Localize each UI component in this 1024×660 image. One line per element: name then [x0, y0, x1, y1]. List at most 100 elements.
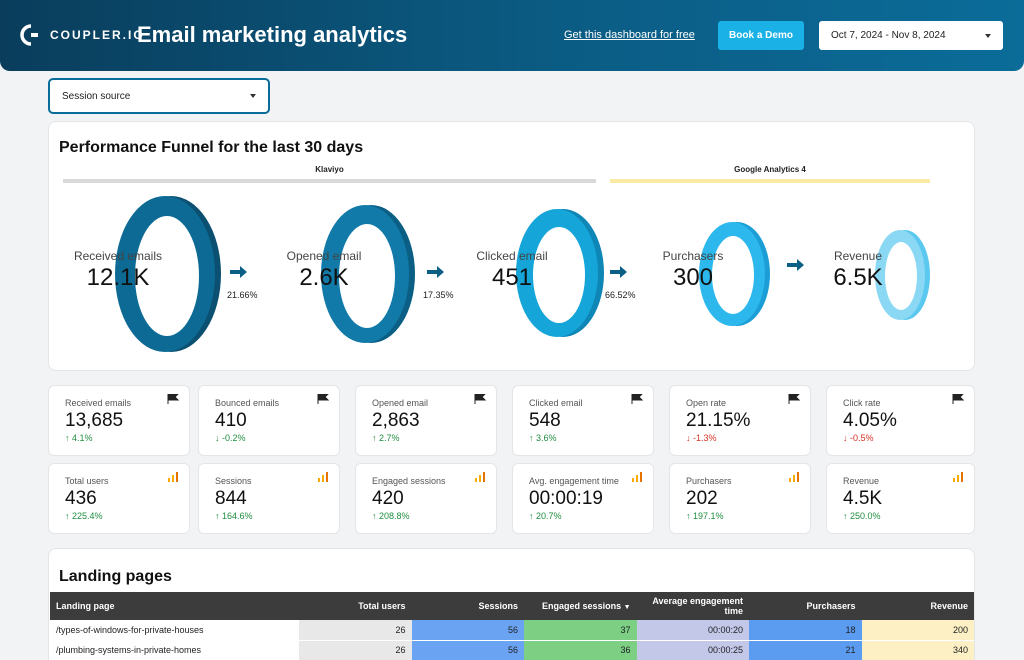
cell-revenue: 200: [861, 620, 974, 641]
kpi-value: 21.15%: [686, 410, 751, 431]
sort-desc-icon: ▼: [623, 604, 631, 611]
stage-value-received: 12.1K: [86, 264, 150, 291]
session-source-select[interactable]: Session source: [48, 78, 270, 114]
kpi-value: 436: [65, 488, 97, 509]
kpi-delta: ↑ 20.7%: [529, 511, 562, 521]
kpi-label: Bounced emails: [215, 398, 280, 408]
stage-label-clicked: Clicked email: [476, 249, 548, 263]
stage-value-clicked: 451: [491, 264, 533, 291]
kpi-label: Received emails: [65, 398, 132, 408]
kpi-card-received-emails: Received emails 13,685 ↑ 4.1%: [48, 385, 190, 456]
flag-icon: [631, 394, 643, 404]
kpi-value: 844: [215, 488, 247, 509]
conversion-rate-2: 17.35%: [423, 290, 454, 300]
landing-pages-title: Landing pages: [59, 568, 172, 585]
cell-revenue: 340: [861, 640, 974, 660]
source-bar-klaviyo: [63, 179, 596, 183]
funnel-ring-revenue: [875, 230, 930, 320]
cell-purchasers: 18: [749, 620, 862, 641]
book-demo-button[interactable]: Book a Demo: [718, 21, 804, 50]
kpi-value: 202: [686, 488, 718, 509]
top-header: COUPLER.IO Email marketing analytics Get…: [0, 0, 1024, 71]
stage-label-revenue: Revenue: [833, 249, 883, 263]
source-label-ga4: Google Analytics 4: [734, 165, 806, 174]
analytics-icon: [632, 472, 642, 482]
flag-icon: [474, 394, 486, 404]
kpi-value: 410: [215, 410, 247, 431]
table-header-row: Landing page Total users Sessions Engage…: [50, 592, 974, 620]
kpi-label: Revenue: [843, 476, 880, 486]
stage-label-opened: Opened email: [286, 249, 362, 263]
table-row: /types-of-windows-for-private-houses 26 …: [50, 620, 974, 641]
analytics-icon: [168, 472, 178, 482]
kpi-value: 420: [372, 488, 404, 509]
kpi-label: Opened email: [372, 398, 429, 408]
flag-icon: [167, 394, 179, 404]
flag-icon: [952, 394, 964, 404]
arrow-right-icon: [427, 266, 444, 278]
arrow-right-icon: [610, 266, 627, 278]
chevron-down-icon: [250, 94, 256, 98]
col-header-avg-engagement-time[interactable]: Average engagement time: [636, 592, 750, 620]
kpi-card-engaged-sessions: Engaged sessions 420 ↑ 208.8%: [355, 463, 497, 534]
analytics-icon: [318, 472, 328, 482]
performance-funnel-card: Performance Funnel for the last 30 days …: [48, 121, 975, 371]
arrow-right-icon: [230, 266, 247, 278]
kpi-label: Open rate: [686, 398, 727, 408]
stage-label-received: Received emails: [73, 249, 163, 263]
page-title: Email marketing analytics: [137, 22, 408, 47]
col-header-engaged-sessions[interactable]: Engaged sessions ▼: [524, 592, 637, 620]
kpi-label: Avg. engagement time: [529, 476, 619, 486]
kpi-card-clicked-email: Clicked email 548 ↑ 3.6%: [512, 385, 654, 456]
date-range-select[interactable]: Oct 7, 2024 - Nov 8, 2024: [819, 21, 1003, 50]
cell-landing-page: /plumbing-systems-in-private-homes: [50, 640, 300, 660]
analytics-icon: [953, 472, 963, 482]
get-dashboard-link[interactable]: Get this dashboard for free: [564, 29, 695, 41]
analytics-icon: [475, 472, 485, 482]
kpi-label: Engaged sessions: [372, 476, 446, 486]
conversion-rate-3: 66.52%: [605, 290, 636, 300]
kpi-card-click-rate: Click rate 4.05% ↓ -0.5%: [826, 385, 975, 456]
session-source-label: Session source: [62, 90, 131, 102]
funnel-ring-opened: [321, 205, 415, 343]
kpi-card-bounced-emails: Bounced emails 410 ↓ -0.2%: [198, 385, 340, 456]
col-header-purchasers[interactable]: Purchasers: [749, 592, 862, 620]
logo-text: COUPLER.IO: [50, 28, 145, 42]
kpi-label: Clicked email: [529, 398, 583, 408]
kpi-value: 13,685: [65, 410, 124, 431]
kpi-value: 548: [529, 410, 561, 431]
source-label-klaviyo: Klaviyo: [315, 165, 344, 174]
kpi-delta: ↓ -0.5%: [843, 433, 874, 443]
kpi-delta: ↑ 208.8%: [372, 511, 410, 521]
flag-icon: [317, 394, 329, 404]
kpi-card-purchasers: Purchasers 202 ↑ 197.1%: [669, 463, 811, 534]
chevron-down-icon: [985, 33, 991, 38]
cell-total-users: 26: [299, 640, 412, 660]
stage-value-opened: 2.6K: [299, 264, 349, 291]
kpi-delta: ↑ 250.0%: [843, 511, 881, 521]
kpi-label: Sessions: [215, 476, 252, 486]
analytics-icon: [789, 472, 799, 482]
date-range-value: Oct 7, 2024 - Nov 8, 2024: [831, 30, 946, 41]
kpi-card-revenue: Revenue 4.5K ↑ 250.0%: [826, 463, 975, 534]
cell-purchasers: 21: [749, 640, 862, 660]
kpi-label: Total users: [65, 476, 109, 486]
col-header-landing-page[interactable]: Landing page: [50, 592, 300, 620]
funnel-ring-received: [115, 196, 221, 352]
stage-label-purchasers: Purchasers: [662, 249, 724, 263]
cell-total-users: 26: [299, 620, 412, 641]
kpi-card-total-users: Total users 436 ↑ 225.4%: [48, 463, 190, 534]
cell-avg-engagement-time: 00:00:25: [636, 640, 750, 660]
col-header-total-users[interactable]: Total users: [299, 592, 412, 620]
kpi-value: 4.05%: [843, 410, 897, 431]
kpi-card-avg-engagement-time: Avg. engagement time 00:00:19 ↑ 20.7%: [512, 463, 654, 534]
table-row: /plumbing-systems-in-private-homes 26 56…: [50, 640, 974, 660]
landing-pages-table: Landing page Total users Sessions Engage…: [50, 592, 974, 660]
cell-sessions: 56: [411, 620, 525, 641]
conversion-rate-1: 21.66%: [227, 290, 258, 300]
kpi-delta: ↑ 4.1%: [65, 433, 93, 443]
kpi-delta: ↑ 3.6%: [529, 433, 557, 443]
col-header-sessions[interactable]: Sessions: [411, 592, 525, 620]
col-header-revenue[interactable]: Revenue: [861, 592, 974, 620]
funnel-ring-clicked: [516, 209, 604, 337]
